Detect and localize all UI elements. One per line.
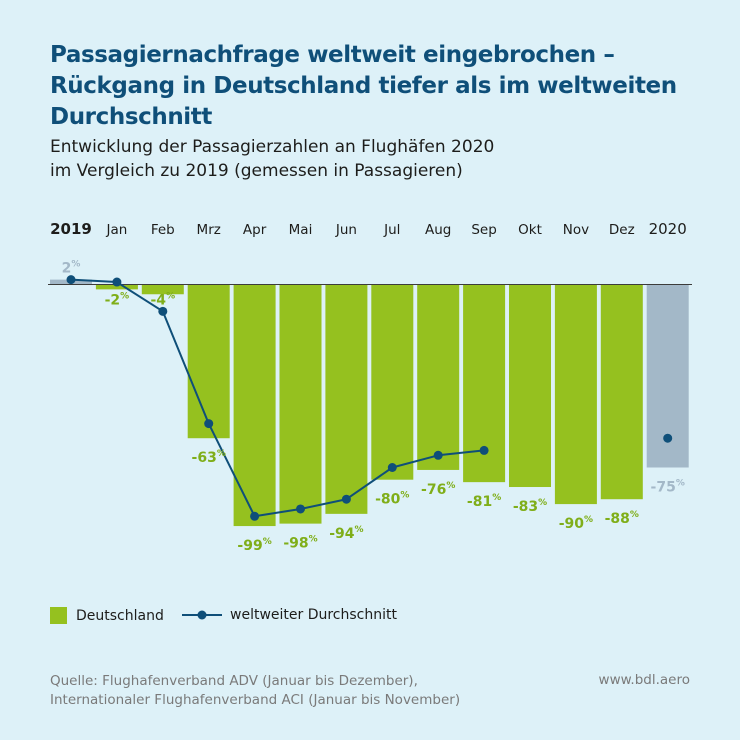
category-label: Mrz [197, 222, 221, 238]
bar [600, 284, 643, 500]
bar [95, 284, 138, 290]
bar [325, 284, 368, 514]
category-label: Mai [289, 222, 313, 238]
data-label: -4% [151, 292, 176, 309]
category-label: Sep [471, 222, 496, 238]
category-label: Apr [243, 222, 267, 238]
worldwide-point [66, 275, 76, 285]
category-label: Nov [563, 222, 589, 238]
data-label: -98% [283, 535, 317, 552]
worldwide-point [479, 445, 489, 455]
chart-title: Passagiernachfrage weltweit eingebrochen… [50, 42, 677, 130]
legend-line-marker-icon [182, 610, 222, 620]
category-label: Jan [105, 222, 127, 238]
legend-item-worldwide: weltweiter Durchschnitt [182, 607, 397, 623]
data-label: -99% [237, 537, 271, 554]
worldwide-point [663, 433, 673, 443]
worldwide-point [250, 511, 260, 521]
bar [554, 284, 597, 505]
data-label: -75% [651, 479, 685, 496]
category-label: 2019 [50, 220, 92, 238]
subtitle-line-1: Entwicklung der Passagierzahlen an Flugh… [50, 137, 495, 157]
worldwide-point [341, 494, 351, 504]
bar [141, 284, 184, 295]
worldwide-point [112, 277, 122, 287]
bar [371, 284, 414, 480]
category-label: Dez [609, 222, 635, 238]
source-line-2: Internationaler Flughafenverband ACI (Ja… [50, 692, 461, 708]
data-label: -81% [467, 493, 501, 510]
source-note: Quelle: Flughafenverband ADV (Januar bis… [50, 672, 460, 710]
data-label: -83% [513, 498, 547, 515]
category-label: Feb [151, 222, 175, 238]
data-label: -80% [375, 491, 409, 508]
data-label: -76% [421, 481, 455, 498]
worldwide-point [433, 450, 443, 460]
worldwide-point [296, 504, 305, 514]
bar [417, 284, 460, 470]
data-label: 2% [62, 260, 81, 277]
data-label: -90% [559, 515, 593, 532]
legend-item-deutschland: Deutschland [50, 607, 164, 624]
passenger-chart: 2019 Jan Feb Mrz Apr Mai Jun Jul Aug Sep Okt Nov Dez… [48, 220, 692, 554]
legend-label-worldwide: weltweiter Durchschnitt [230, 607, 397, 623]
category-label: Jun [335, 222, 357, 238]
category-label: 2020 [649, 220, 687, 238]
source-line-1: Quelle: Flughafenverband ADV (Januar bis… [50, 673, 418, 689]
bar [233, 284, 276, 527]
bar [279, 284, 322, 524]
subtitle-line-2: im Vergleich zu 2019 (gemessen in Passag… [50, 161, 463, 181]
worldwide-line [70, 278, 485, 518]
category-label: Okt [518, 222, 542, 238]
chart-subtitle: Entwicklung der Passagierzahlen an Flugh… [50, 135, 710, 183]
category-label: Jul [383, 222, 400, 238]
source-url: www.bdl.aero [598, 672, 690, 688]
worldwide-point [204, 419, 214, 429]
data-label: -88% [605, 510, 639, 527]
legend-swatch-bar [50, 607, 67, 624]
data-label: -94% [329, 525, 363, 542]
worldwide-point [158, 306, 168, 316]
legend-label-deutschland: Deutschland [76, 607, 164, 624]
category-label: Aug [425, 222, 451, 238]
worldwide-point [387, 463, 397, 472]
bar [187, 284, 230, 439]
bar [509, 284, 551, 488]
data-label: -2% [105, 292, 130, 309]
data-label: -63% [192, 449, 226, 466]
